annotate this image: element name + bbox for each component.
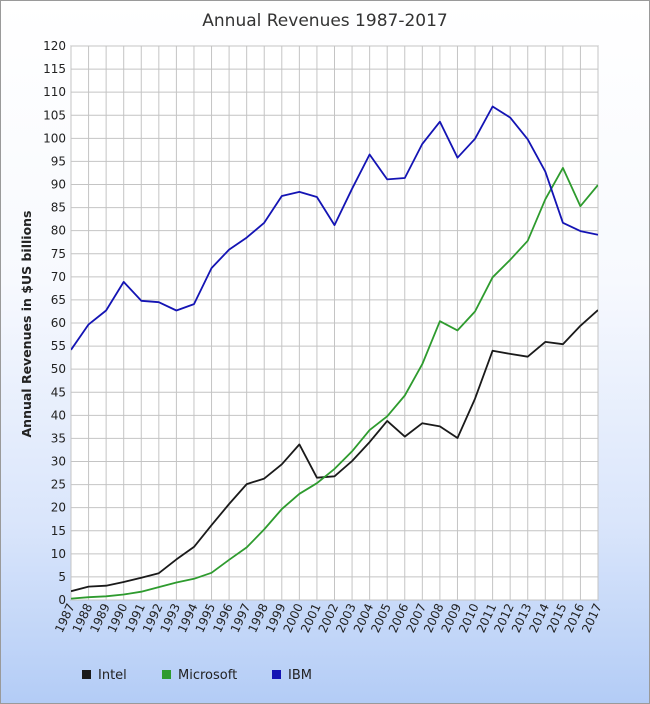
legend-entry-intel: Intel xyxy=(82,668,127,683)
legend-swatch xyxy=(272,670,281,679)
y-tick-label: 70 xyxy=(51,270,66,284)
legend-label: Intel xyxy=(98,668,127,683)
y-tick-label: 35 xyxy=(51,431,66,445)
y-tick-label: 100 xyxy=(43,131,66,145)
y-tick-labels: 0 5 10 15 20 25 30 35 40 45 50 55 60 65 70 75 80 85 90 95 10… xyxy=(43,39,66,607)
series-line-microsoft xyxy=(71,166,598,600)
y-axis-title: Annual Revenues in $US billions xyxy=(19,211,34,438)
y-tick-label: 65 xyxy=(51,293,66,307)
legend-swatch xyxy=(82,670,91,679)
y-tick-label: 90 xyxy=(51,178,66,192)
y-tick-label: 120 xyxy=(43,39,66,53)
y-tick-label: 20 xyxy=(51,501,66,515)
y-tick-label: 10 xyxy=(51,547,66,561)
legend-swatch xyxy=(162,670,171,679)
y-tick-label: 85 xyxy=(51,201,66,215)
y-tick-label: 40 xyxy=(51,408,66,422)
grid-lines xyxy=(70,45,599,601)
legend-entry-microsoft: Microsoft xyxy=(162,668,237,683)
y-tick-label: 115 xyxy=(43,62,66,76)
x-tick-labels: 1987198819891990199119921993199419951996… xyxy=(52,601,605,635)
y-tick-label: 0 xyxy=(58,593,66,607)
y-tick-label: 30 xyxy=(51,455,66,469)
legend-label: IBM xyxy=(288,668,312,683)
y-tick-label: 60 xyxy=(51,316,66,330)
y-tick-label: 80 xyxy=(51,224,66,238)
y-tick-label: 105 xyxy=(43,108,66,122)
y-tick-label: 15 xyxy=(51,524,66,538)
legend-label: Microsoft xyxy=(178,668,237,683)
y-tick-label: 50 xyxy=(51,362,66,376)
y-tick-label: 55 xyxy=(51,339,66,353)
y-tick-label: 5 xyxy=(58,570,66,584)
series-line-ibm xyxy=(71,105,598,351)
y-tick-label: 95 xyxy=(51,154,66,168)
y-tick-label: 110 xyxy=(43,85,66,99)
series-line-intel xyxy=(71,309,598,593)
y-tick-label: 45 xyxy=(51,385,66,399)
y-tick-label: 25 xyxy=(51,478,66,492)
y-tick-label: 75 xyxy=(51,247,66,261)
chart-title: Annual Revenues 1987-2017 xyxy=(202,11,447,31)
legend-entry-ibm: IBM xyxy=(272,668,312,683)
legend: Intel Microsoft IBM xyxy=(82,668,312,683)
series-lines xyxy=(71,105,598,600)
